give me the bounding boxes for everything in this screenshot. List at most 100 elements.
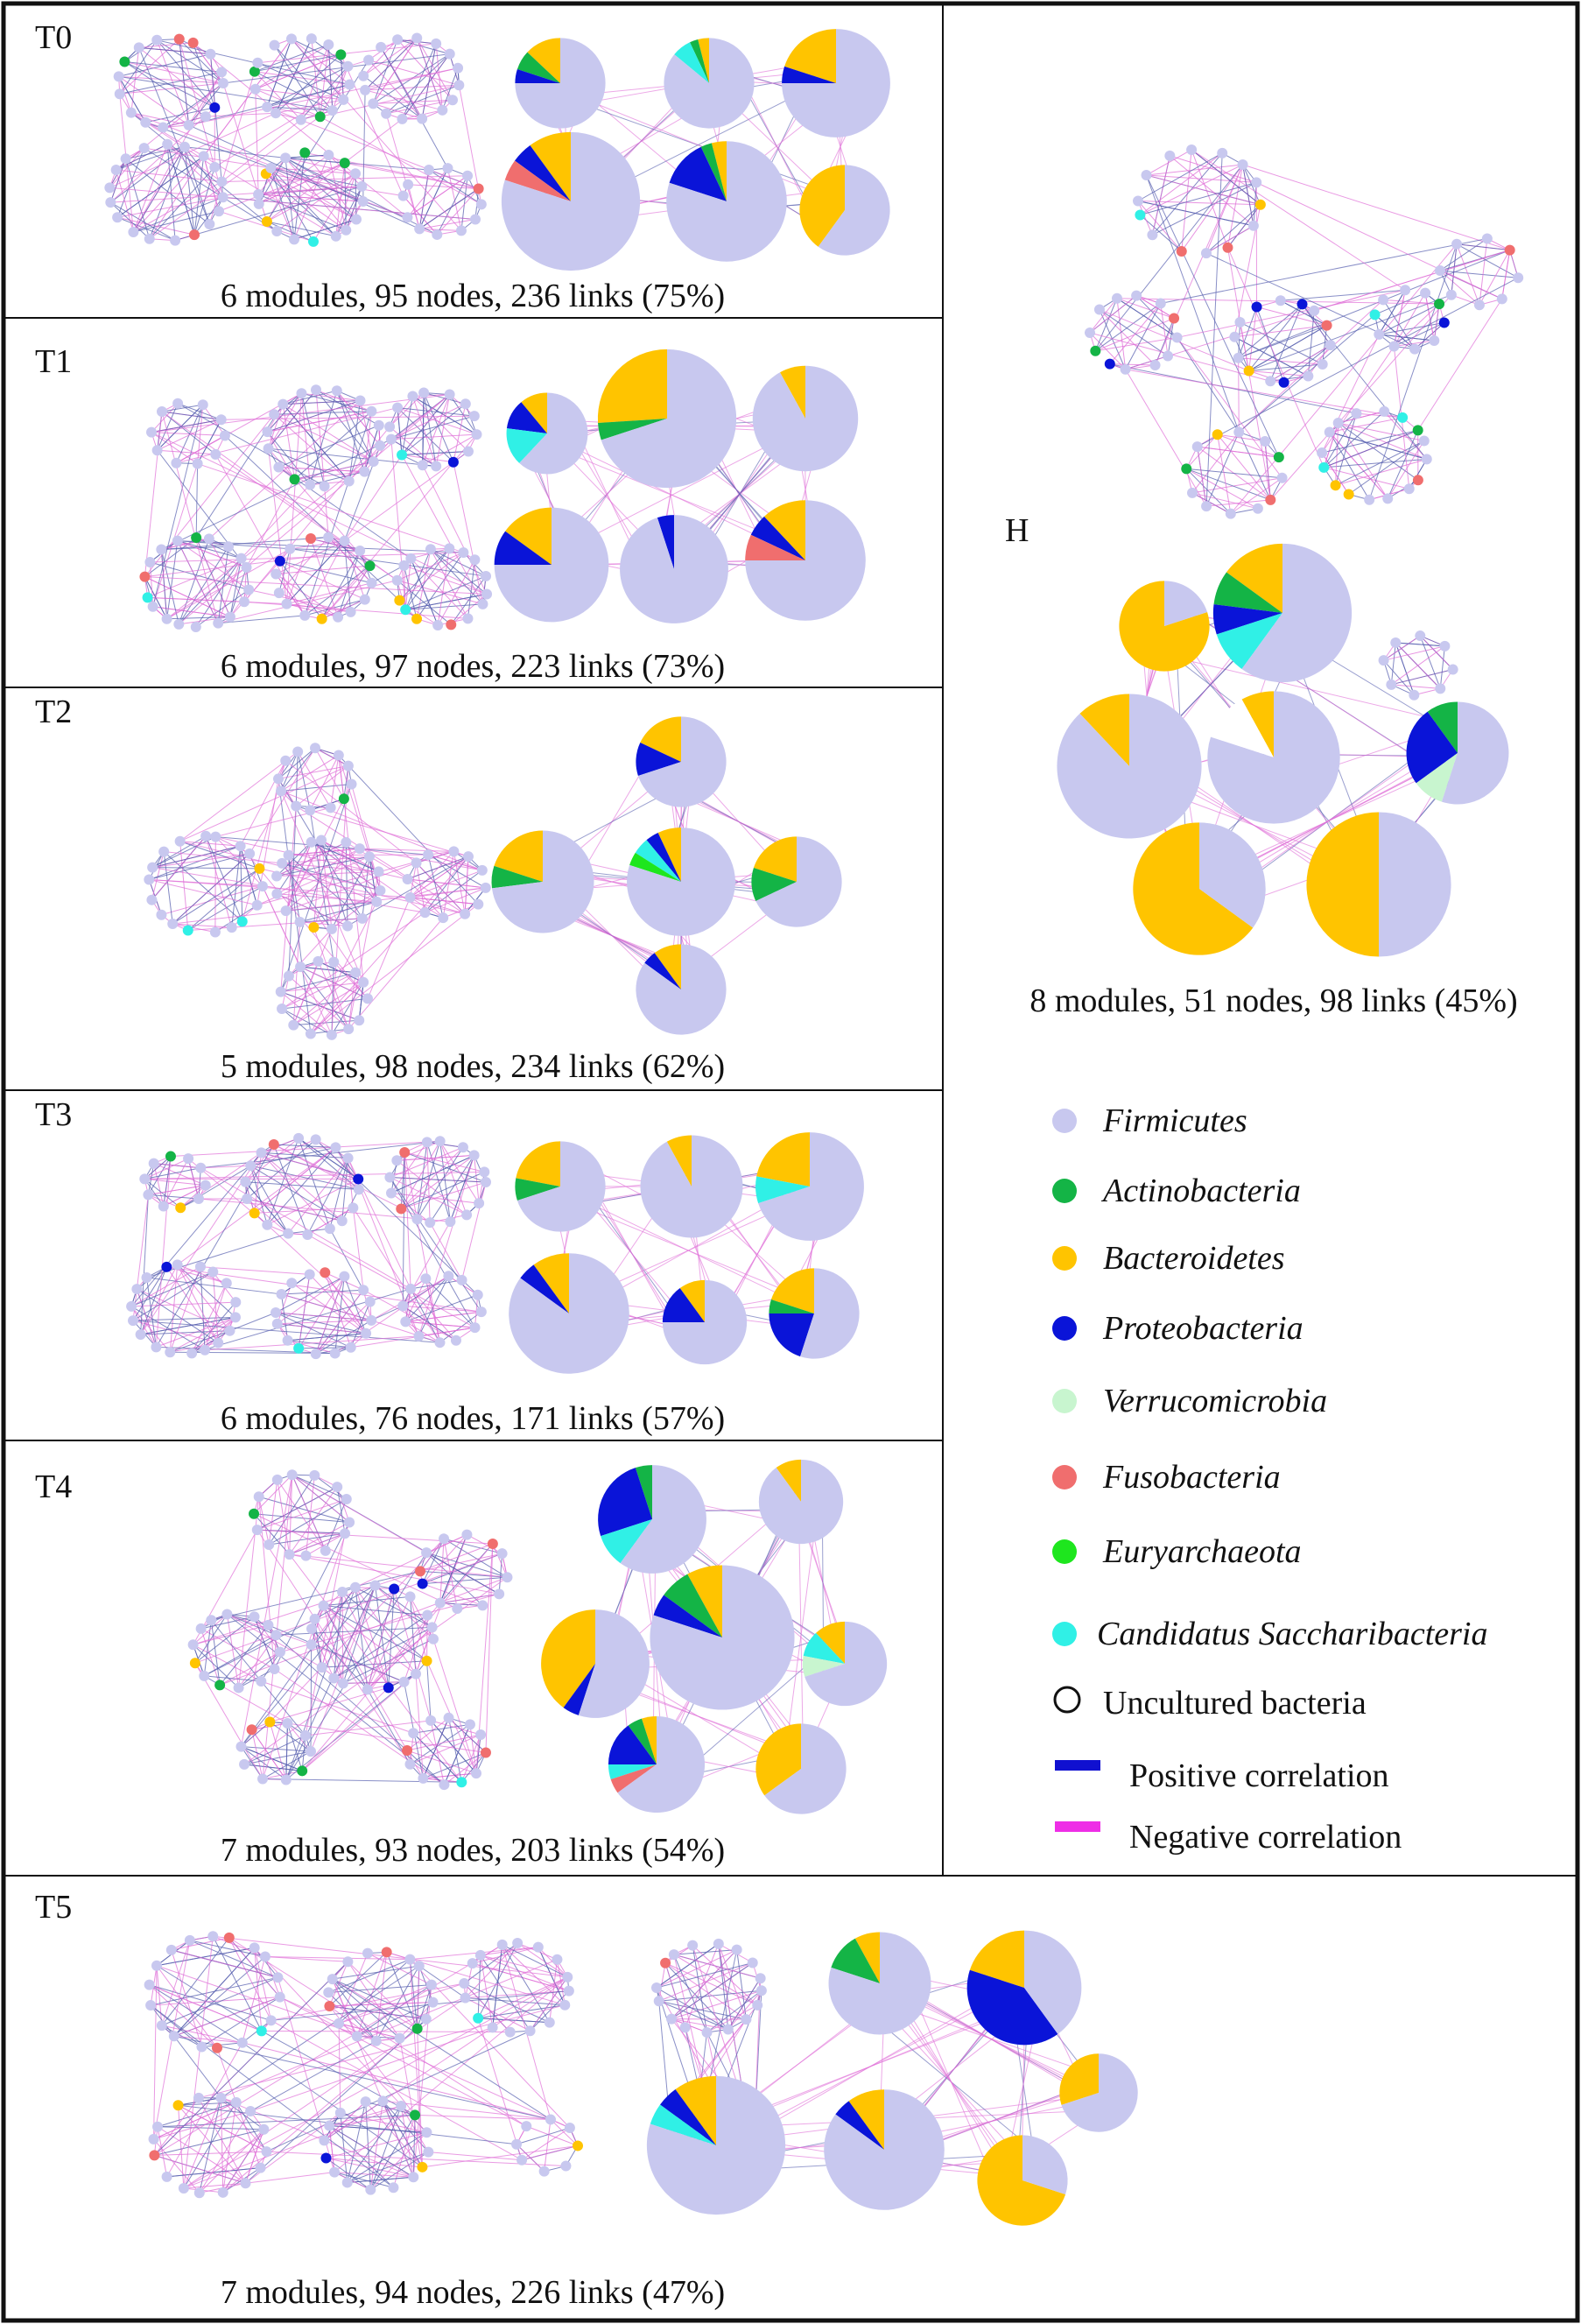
taxon-node	[404, 891, 416, 903]
taxon-node	[1412, 475, 1423, 486]
network-graph	[1085, 144, 1524, 519]
correlation-edge	[276, 565, 370, 575]
correlation-edge	[400, 1152, 405, 1209]
taxon-node	[1435, 683, 1446, 694]
correlation-edge	[1146, 149, 1192, 176]
taxon-node	[366, 577, 377, 588]
taxon-node	[722, 2024, 734, 2035]
taxon-node	[193, 1193, 204, 1204]
correlation-edge	[124, 60, 222, 73]
taxon-node	[398, 560, 410, 571]
taxon-node	[1212, 429, 1223, 440]
correlation-edge	[151, 836, 216, 869]
taxon-node	[288, 1019, 299, 1031]
correlation-edge	[409, 1959, 423, 2167]
taxon-node	[200, 1180, 211, 1191]
pie-slice-proteobacteria	[506, 402, 547, 433]
correlation-edge	[265, 173, 357, 220]
correlation-edge	[301, 1687, 390, 1771]
correlation-edge	[405, 593, 488, 610]
correlation-edge	[267, 431, 295, 480]
correlation-edge	[318, 961, 364, 983]
correlation-edge	[152, 867, 260, 870]
correlation-edge	[446, 168, 462, 231]
taxon-node	[195, 1162, 207, 1173]
correlation-edge	[314, 748, 345, 799]
taxon-node	[453, 80, 465, 91]
taxon-node	[342, 760, 354, 771]
taxon-node	[338, 94, 349, 105]
correlation-edge	[259, 868, 466, 915]
correlation-edge	[136, 1288, 157, 1348]
taxon-node	[235, 553, 247, 564]
taxon-node	[145, 2000, 157, 2011]
taxon-node	[255, 2162, 266, 2173]
pie-slice-firmicutes	[650, 1565, 795, 1710]
correlation-edge	[673, 1954, 707, 2096]
taxon-node	[158, 846, 170, 857]
correlation-edge	[1125, 369, 1207, 507]
correlation-edge	[281, 972, 356, 1010]
correlation-edge	[1146, 164, 1243, 176]
taxon-node	[333, 611, 344, 623]
correlation-edge	[281, 863, 377, 903]
correlation-edge	[194, 1553, 502, 1664]
taxon-node	[195, 1623, 207, 1634]
correlation-edge	[289, 1486, 338, 1555]
correlation-edge	[352, 1208, 440, 1343]
correlation-edge	[530, 1990, 570, 2032]
correlation-edge	[188, 72, 222, 126]
taxon-node	[354, 1015, 365, 1026]
taxon-node	[149, 2150, 160, 2161]
taxon-node	[338, 793, 349, 805]
taxon-node	[1435, 265, 1446, 277]
taxon-node	[400, 1316, 411, 1327]
correlation-edge	[453, 404, 467, 462]
correlation-edge	[656, 1961, 753, 1989]
correlation-edge	[289, 1553, 500, 1595]
correlation-edge	[227, 1614, 322, 1668]
correlation-edge	[1099, 309, 1169, 356]
correlation-edge	[397, 407, 403, 455]
correlation-edge	[1379, 322, 1444, 335]
taxon-node	[496, 1548, 508, 1560]
taxon-node	[209, 102, 221, 113]
taxon-node	[334, 2018, 345, 2029]
correlation-edge	[254, 1147, 336, 1214]
taxon-node	[462, 446, 474, 457]
correlation-edge	[348, 1961, 418, 2030]
taxon-node	[1343, 489, 1354, 500]
correlation-edge	[397, 39, 450, 55]
taxon-node	[105, 197, 116, 208]
taxon-node	[125, 107, 137, 118]
correlation-edge	[166, 567, 247, 620]
correlation-edge	[289, 1522, 350, 1555]
legend-swatch-positive	[1055, 1760, 1100, 1771]
correlation-edge	[144, 1158, 189, 1180]
taxon-node	[364, 1296, 376, 1307]
taxon-node	[308, 922, 320, 933]
pie-slice-firmicutes	[662, 1279, 748, 1365]
correlation-edge	[427, 855, 444, 919]
correlation-edge	[170, 1140, 440, 1158]
taxon-node	[420, 2013, 432, 2025]
correlation-edge	[231, 905, 258, 928]
correlation-edge	[1099, 309, 1127, 370]
pie-slice-proteobacteria	[769, 1313, 814, 1357]
taxon-node	[249, 1942, 260, 1954]
taxon-node	[207, 1266, 219, 1278]
taxon-node	[217, 192, 228, 203]
taxon-node	[341, 2177, 353, 2188]
taxon-node	[340, 1528, 351, 1539]
taxon-node	[1473, 299, 1485, 311]
module-pie	[506, 392, 588, 475]
taxon-node	[443, 1271, 454, 1282]
taxon-node	[216, 176, 228, 187]
correlation-edge	[164, 851, 283, 864]
correlation-edge	[172, 923, 232, 928]
taxon-node	[1481, 233, 1493, 244]
taxon-node	[173, 33, 185, 45]
pie-slice-actinobacteria	[1213, 572, 1282, 613]
correlation-edge	[467, 1534, 502, 1554]
